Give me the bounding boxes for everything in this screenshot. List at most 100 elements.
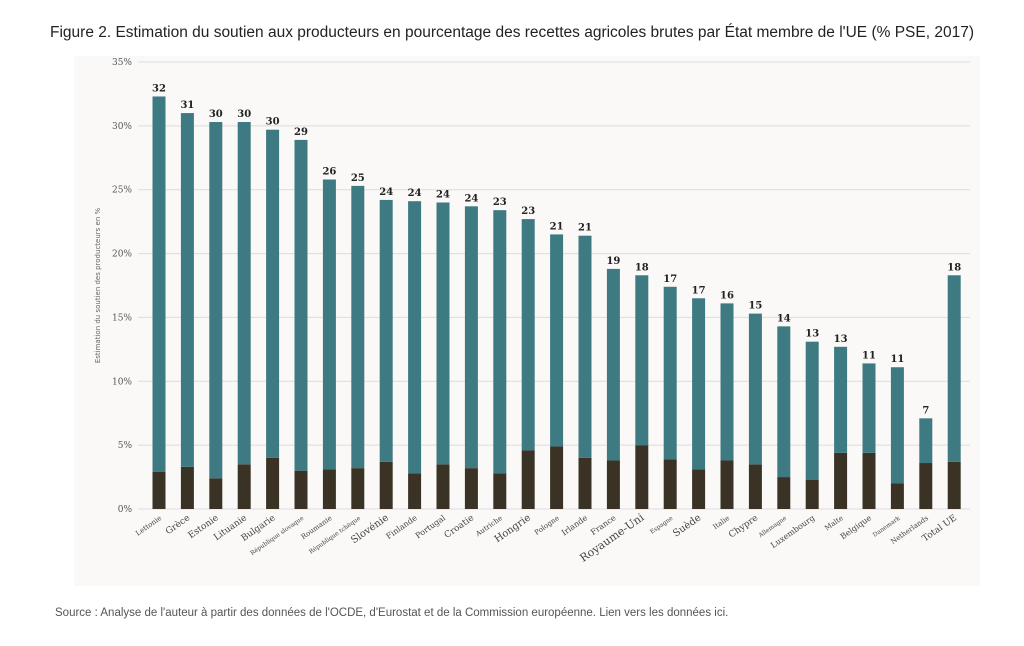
category-label: Lettonie <box>134 514 163 537</box>
y-tick-label: 25% <box>112 186 132 196</box>
category-label: Malte <box>823 514 844 532</box>
bar-segment-dark <box>748 464 762 509</box>
bar-segment-teal <box>180 113 194 467</box>
data-label: 24 <box>408 188 422 199</box>
bar-segment-teal <box>862 363 876 453</box>
data-label: 24 <box>464 193 478 204</box>
category-label: Pologne <box>533 514 561 537</box>
bar-segment-dark <box>152 471 166 509</box>
bar-segment-teal <box>152 96 166 472</box>
bar-segment-dark <box>550 446 564 509</box>
category-label: Chypre <box>727 513 760 540</box>
bar-segment-dark <box>351 468 365 509</box>
data-label: 31 <box>180 100 194 111</box>
chart-panel: 0% 5% 10% 15% 20% 25% 30% 35% 32 31 30 30 30 29 26 25 2… <box>74 56 980 586</box>
data-label: 21 <box>578 223 592 234</box>
bar-segment-dark <box>663 459 677 509</box>
bar-segment-dark <box>805 479 819 509</box>
bar-segment-teal <box>322 179 336 470</box>
bar-segment-teal <box>294 139 308 471</box>
data-label: 19 <box>606 256 620 267</box>
category-label: République slovaque <box>249 515 305 557</box>
data-label: 25 <box>351 173 365 184</box>
bar-segment-teal <box>663 286 677 460</box>
y-tick-label: 15% <box>112 313 132 323</box>
bar-segment-teal <box>464 206 478 469</box>
y-tick-label: 5% <box>118 441 133 451</box>
data-label: 30 <box>266 117 280 128</box>
bar-segment-dark <box>209 478 223 509</box>
y-axis-label: Estimation du soutien des producteurs en… <box>94 208 102 364</box>
data-label: 7 <box>922 405 929 416</box>
data-label: 17 <box>663 274 677 285</box>
category-label: Belgique <box>839 513 874 541</box>
bar-segment-teal <box>237 122 251 465</box>
y-axis-ticks: 0% 5% 10% 15% 20% 25% 30% 35% <box>112 58 132 515</box>
bar-segment-teal <box>805 341 819 480</box>
data-label: 11 <box>890 354 904 365</box>
bar-segment-dark <box>266 457 280 509</box>
bar-segment-teal <box>379 199 393 462</box>
category-label: Espagne <box>649 515 675 536</box>
bar-segment-teal <box>777 326 791 478</box>
bar-segment-dark <box>919 463 933 509</box>
data-label: 23 <box>493 197 507 208</box>
bar-segment-teal <box>209 122 223 479</box>
data-label: 11 <box>862 350 876 361</box>
bar-segment-dark <box>408 473 422 509</box>
bar-segment-teal <box>408 201 422 474</box>
data-label: 13 <box>805 329 819 340</box>
y-tick-label: 35% <box>112 58 132 68</box>
bar-segment-teal <box>834 346 848 453</box>
data-label: 30 <box>209 109 223 120</box>
bar-segment-teal <box>947 275 961 462</box>
data-label: 26 <box>322 166 336 177</box>
data-label: 24 <box>436 189 450 200</box>
figure-title: Figure 2. Estimation du soutien aux prod… <box>50 24 974 41</box>
category-label: Irlande <box>560 513 589 537</box>
data-label: 30 <box>237 109 251 120</box>
bar-segment-dark <box>436 464 450 509</box>
source-note: Source : Analyse de l'auteur à partir de… <box>55 607 729 619</box>
bar-segment-dark <box>692 469 706 509</box>
bar-segment-dark <box>834 452 848 509</box>
data-label: 29 <box>294 127 308 138</box>
data-label: 15 <box>748 301 762 312</box>
data-labels: 32 31 30 30 30 29 26 25 24 24 24 24 23 23 21 21 19 18 17 17… <box>152 83 961 416</box>
bar-segment-dark <box>777 477 791 509</box>
data-label: 23 <box>521 206 535 217</box>
x-axis-categories: Lettonie GrèceEstonieLituanieBulgarieRépu… <box>134 511 959 565</box>
y-tick-label: 10% <box>112 377 132 387</box>
bar-segment-teal <box>919 418 933 464</box>
data-label: 32 <box>152 83 166 94</box>
bar-segment-dark <box>606 460 620 509</box>
bar-segment-dark <box>237 464 251 509</box>
data-label: 18 <box>635 262 649 273</box>
bar-segment-teal <box>606 268 620 461</box>
bar-segment-dark <box>635 445 649 509</box>
bar-segment-teal <box>521 219 535 451</box>
bar-segment-dark <box>578 457 592 509</box>
bar-segment-dark <box>521 450 535 509</box>
data-label: 21 <box>550 221 564 232</box>
bar-segment-dark <box>464 468 478 509</box>
category-label: Portugal <box>414 513 448 540</box>
data-label: 17 <box>692 285 706 296</box>
bar-segment-dark <box>294 470 308 509</box>
category-label: Suède <box>671 512 703 539</box>
bar-segment-teal <box>351 185 365 469</box>
data-label: 13 <box>834 334 848 345</box>
category-label: Luxembourg <box>769 513 816 550</box>
bar-segment-teal <box>748 313 762 465</box>
bar-segment-teal <box>550 234 564 447</box>
bar-segment-dark <box>947 461 961 509</box>
data-label: 14 <box>777 313 791 324</box>
bar-segment-dark <box>379 461 393 509</box>
category-label: Italie <box>712 514 732 531</box>
bar-segment-dark <box>180 466 194 509</box>
bar-segment-teal <box>890 367 904 484</box>
category-label: Finlande <box>384 513 419 541</box>
data-label: 18 <box>947 262 961 273</box>
bar-segment-dark <box>862 452 876 509</box>
y-tick-label: 0% <box>118 505 133 515</box>
